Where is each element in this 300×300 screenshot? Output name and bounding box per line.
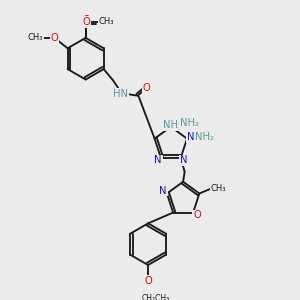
Text: CH₃: CH₃: [99, 19, 114, 28]
Text: O: O: [142, 83, 150, 93]
Text: CH₃: CH₃: [99, 17, 114, 26]
Text: O: O: [193, 210, 201, 220]
Text: N: N: [159, 186, 167, 196]
Text: NH₂: NH₂: [163, 120, 182, 130]
Text: N: N: [187, 132, 195, 142]
Text: N: N: [180, 155, 188, 166]
Text: O: O: [50, 33, 58, 43]
Text: N: N: [154, 155, 162, 166]
Text: CH₂CH₃: CH₂CH₃: [142, 294, 170, 300]
Text: CH₃: CH₃: [211, 184, 226, 193]
Text: NH₂: NH₂: [180, 118, 199, 128]
Text: HN: HN: [113, 89, 128, 99]
Text: O: O: [83, 15, 91, 25]
Text: O: O: [144, 276, 152, 286]
Text: NH₂: NH₂: [195, 132, 214, 142]
Text: CH₃: CH₃: [28, 33, 43, 42]
Text: O: O: [83, 17, 91, 27]
